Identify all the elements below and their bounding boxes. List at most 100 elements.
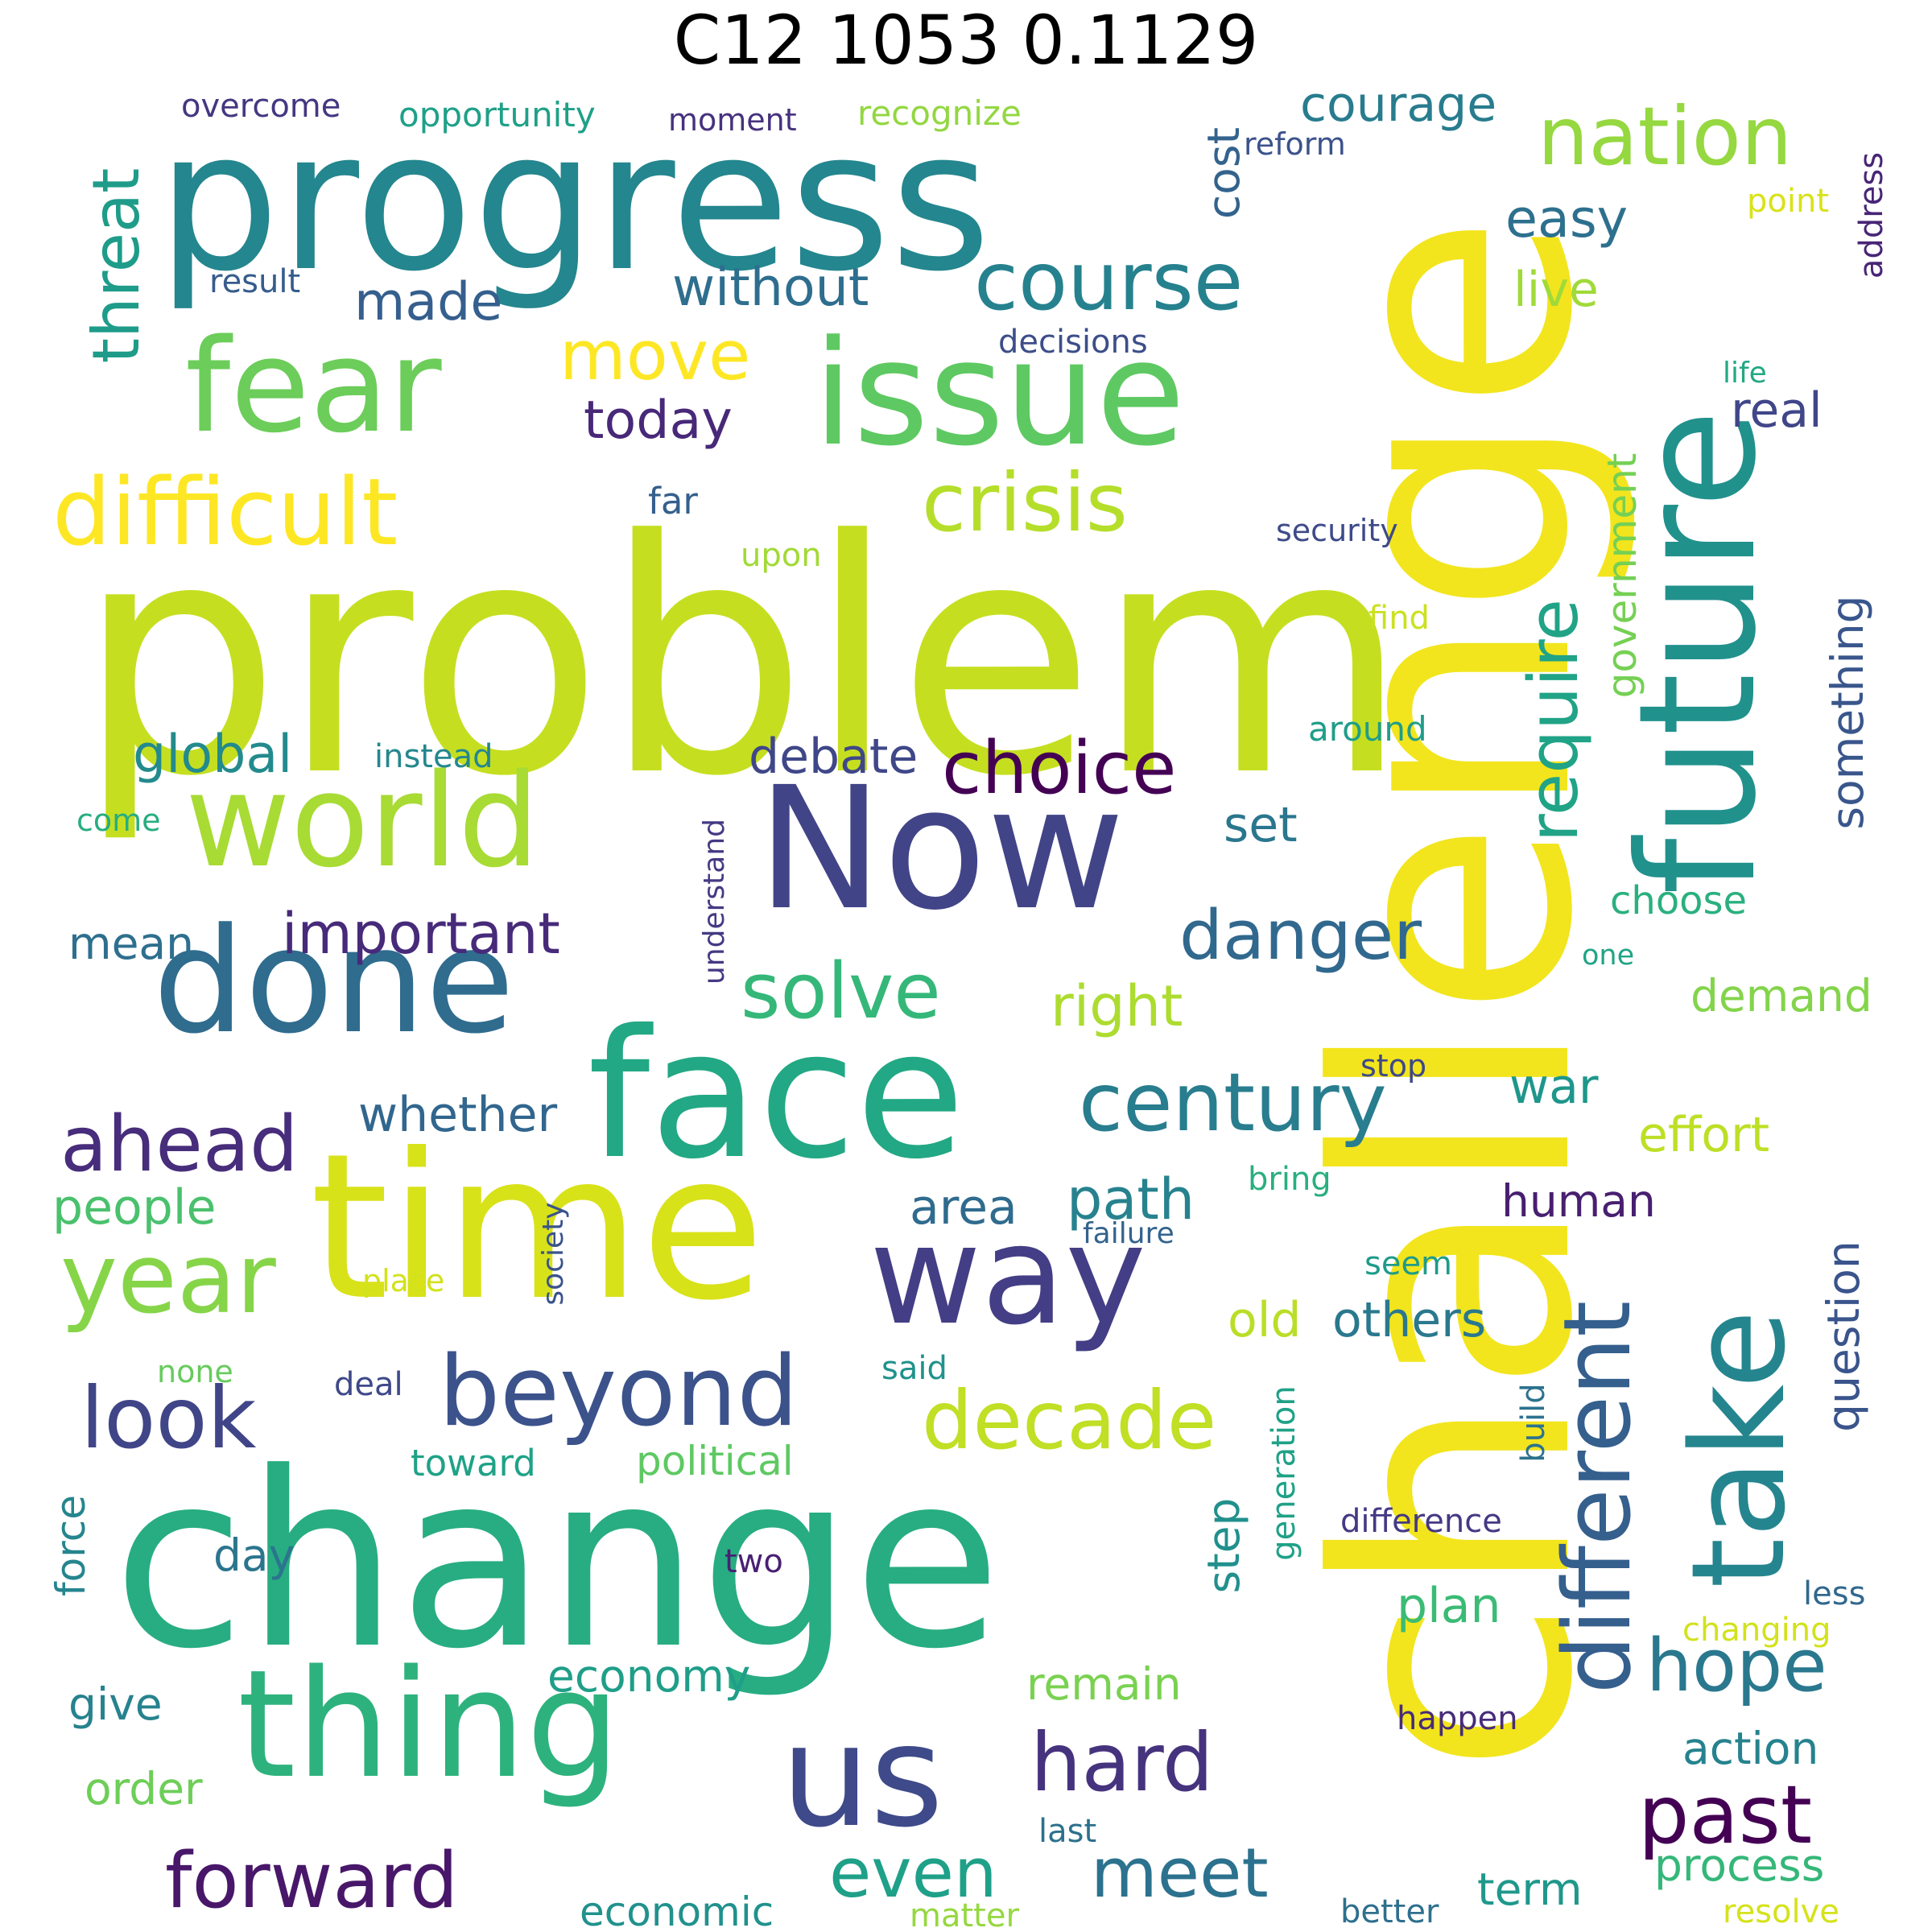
word-others: others xyxy=(1332,1292,1487,1348)
word-require: require xyxy=(1513,598,1594,843)
word-none: none xyxy=(157,1354,233,1389)
word-term: term xyxy=(1477,1864,1583,1915)
word-beyond: beyond xyxy=(439,1336,799,1448)
word-global: global xyxy=(133,724,293,785)
word-move: move xyxy=(559,316,751,396)
word-order: order xyxy=(85,1763,203,1814)
word-changing: changing xyxy=(1682,1612,1831,1649)
word-better: better xyxy=(1340,1893,1439,1930)
word-recognize: recognize xyxy=(857,93,1022,133)
word-instead: instead xyxy=(374,738,493,775)
word-require-box: require xyxy=(1513,511,1594,930)
word-easy: easy xyxy=(1505,189,1629,250)
word-process: process xyxy=(1654,1839,1825,1891)
word-life: life xyxy=(1723,357,1767,390)
word-fear: fear xyxy=(185,311,442,461)
word-come: come xyxy=(76,803,161,838)
word-whether: whether xyxy=(358,1087,558,1143)
word-something-box: something xyxy=(1819,572,1876,853)
word-without: without xyxy=(672,258,869,318)
word-effort: effort xyxy=(1638,1107,1770,1163)
word-face: face xyxy=(588,992,965,1198)
word-security: security xyxy=(1276,513,1398,548)
word-right: right xyxy=(1051,973,1183,1039)
word-issue: issue xyxy=(813,310,1186,478)
word-threat-box: threat xyxy=(76,105,157,427)
word-find: find xyxy=(1368,600,1430,637)
word-century: century xyxy=(1079,1055,1387,1150)
word-course: course xyxy=(974,234,1244,328)
word-last: last xyxy=(1038,1813,1097,1850)
word-real: real xyxy=(1731,382,1823,439)
word-around: around xyxy=(1308,709,1427,749)
word-two: two xyxy=(724,1543,783,1580)
word-result: result xyxy=(209,263,301,300)
word-progress: progress xyxy=(157,89,992,314)
word-force: force xyxy=(47,1495,94,1596)
word-solve: solve xyxy=(741,947,941,1036)
word-generation-box: generation xyxy=(1264,1352,1304,1594)
word-address-box: address xyxy=(1852,129,1892,302)
word-problem: problem xyxy=(76,473,1410,847)
word-understand-box: understand xyxy=(696,789,733,1014)
word-area: area xyxy=(910,1179,1018,1236)
word-economic: economic xyxy=(580,1889,774,1932)
word-crisis: crisis xyxy=(922,456,1128,550)
word-look: look xyxy=(80,1369,257,1468)
word-cost-box: cost xyxy=(1197,105,1249,242)
word-upon: upon xyxy=(741,537,822,574)
word-mean: mean xyxy=(68,918,194,969)
word-different: different xyxy=(1543,1300,1652,1695)
word-force-box: force xyxy=(47,1469,94,1622)
word-past: past xyxy=(1638,1768,1813,1862)
word-failure: failure xyxy=(1083,1217,1174,1250)
word-build-box: build xyxy=(1513,1364,1554,1481)
word-set: set xyxy=(1224,797,1298,853)
word-nation: nation xyxy=(1538,89,1793,184)
word-one: one xyxy=(1582,939,1635,972)
word-matter: matter xyxy=(910,1897,1019,1932)
word-cost: cost xyxy=(1197,126,1249,220)
word-even: even xyxy=(829,1834,997,1913)
word-said: said xyxy=(881,1350,947,1387)
word-year: year xyxy=(60,1224,276,1335)
word-action: action xyxy=(1682,1723,1819,1774)
word-ahead: ahead xyxy=(60,1100,299,1189)
word-question-box: question xyxy=(1815,1199,1872,1473)
word-overcome: overcome xyxy=(181,88,341,125)
word-question: question xyxy=(1817,1241,1869,1432)
word-threat: threat xyxy=(79,167,154,364)
word-political: political xyxy=(636,1438,794,1484)
word-debate: debate xyxy=(749,729,919,785)
word-people: people xyxy=(52,1179,217,1236)
word-build: build xyxy=(1515,1383,1552,1463)
word-give: give xyxy=(68,1678,163,1730)
word-far: far xyxy=(648,480,698,522)
word-now: Now xyxy=(757,750,1125,947)
word-human: human xyxy=(1501,1175,1656,1227)
word-seem: seem xyxy=(1364,1245,1453,1282)
word-courage: courage xyxy=(1300,76,1497,133)
word-demand: demand xyxy=(1690,970,1872,1022)
word-moment: moment xyxy=(668,102,797,138)
word-difference: difference xyxy=(1340,1503,1502,1540)
word-hard: hard xyxy=(1030,1715,1214,1810)
word-time: time xyxy=(310,1110,765,1344)
word-choice: choice xyxy=(942,726,1177,811)
word-step: step xyxy=(1197,1497,1249,1594)
word-forward: forward xyxy=(165,1837,459,1926)
word-made: made xyxy=(354,272,503,332)
word-difficult: difficult xyxy=(52,459,398,567)
word-choose: choose xyxy=(1610,878,1748,923)
word-world: world xyxy=(185,745,540,896)
word-way: way xyxy=(869,1196,1146,1356)
word-path: path xyxy=(1067,1166,1195,1232)
word-thing: thing xyxy=(237,1637,621,1811)
word-plan: plan xyxy=(1397,1578,1501,1634)
word-reform: reform xyxy=(1244,126,1346,162)
word-day: day xyxy=(213,1530,295,1581)
word-decisions: decisions xyxy=(998,324,1148,361)
word-point: point xyxy=(1747,183,1830,220)
word-opportunity: opportunity xyxy=(398,95,596,134)
